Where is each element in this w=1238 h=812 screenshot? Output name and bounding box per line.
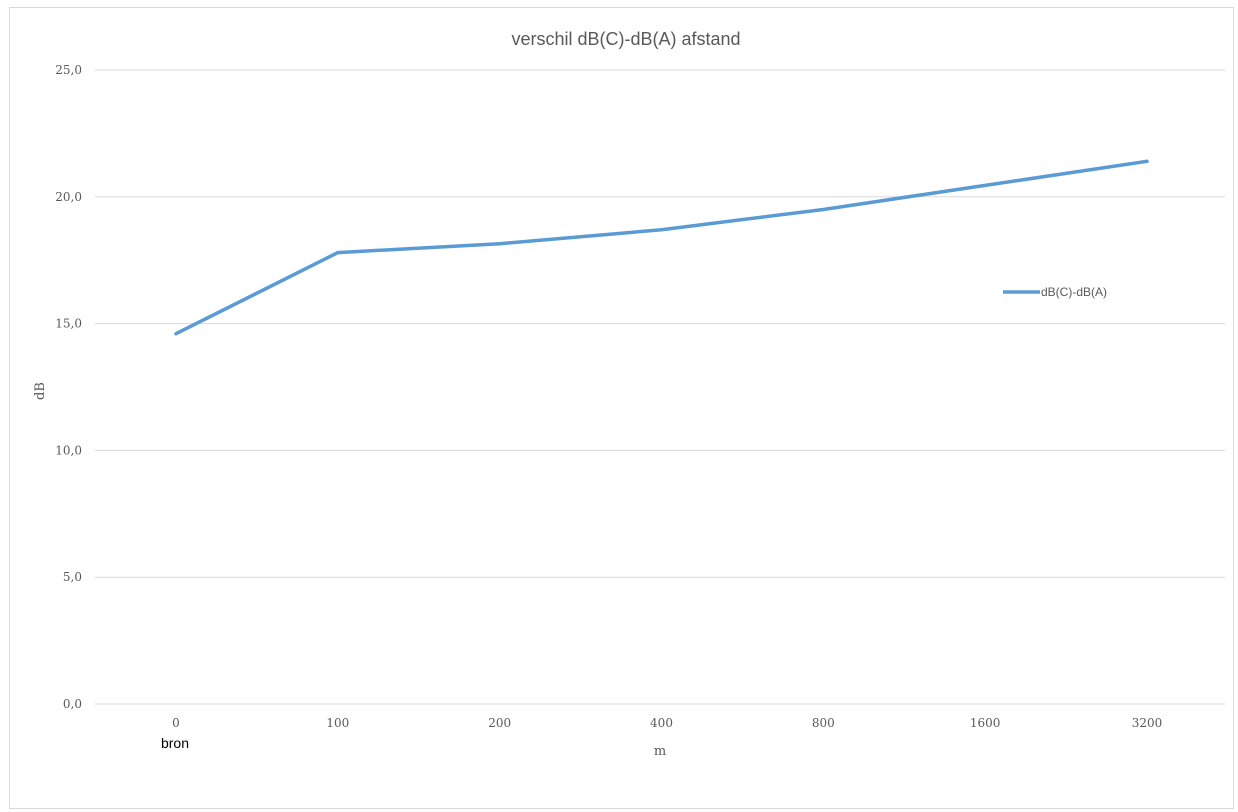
x-tick-label: 1600	[970, 716, 1001, 730]
x-tick-label: 100	[326, 716, 349, 730]
x-tick-label: 400	[650, 716, 673, 730]
legend: dB(C)-dB(A)	[1003, 285, 1107, 299]
data-point	[1145, 159, 1149, 163]
data-point	[174, 332, 178, 336]
legend-label: dB(C)-dB(A)	[1041, 285, 1107, 299]
x-axis-ticks: 0 100 200 400 800 1600 3200	[172, 716, 1162, 730]
y-tick-label: 0,0	[63, 697, 82, 711]
gridlines	[95, 69, 1225, 705]
x-tick-label: 0	[172, 716, 180, 730]
data-point	[498, 242, 502, 246]
chart-title: verschil dB(C)-dB(A) afstand	[511, 29, 740, 49]
data-point	[336, 251, 340, 255]
y-axis-ticks: 0,0 5,0 10,0 15,0 20,0 25,0	[55, 63, 82, 711]
annotation-bron: bron	[161, 735, 189, 751]
x-tick-label: 800	[812, 716, 835, 730]
y-tick-label: 20,0	[55, 190, 82, 204]
series-line	[174, 159, 1149, 336]
x-tick-label: 3200	[1132, 716, 1163, 730]
x-axis-label: m	[654, 744, 666, 759]
data-point	[983, 183, 987, 187]
x-tick-label: 200	[488, 716, 511, 730]
y-axis-label: dB	[33, 382, 48, 400]
y-tick-label: 5,0	[63, 570, 82, 584]
y-tick-label: 25,0	[55, 63, 82, 77]
data-point	[660, 228, 663, 232]
y-tick-label: 10,0	[55, 443, 82, 457]
chart-frame	[9, 7, 1234, 809]
data-point	[821, 207, 825, 211]
series-lines	[174, 159, 1149, 336]
y-tick-label: 15,0	[55, 317, 82, 331]
